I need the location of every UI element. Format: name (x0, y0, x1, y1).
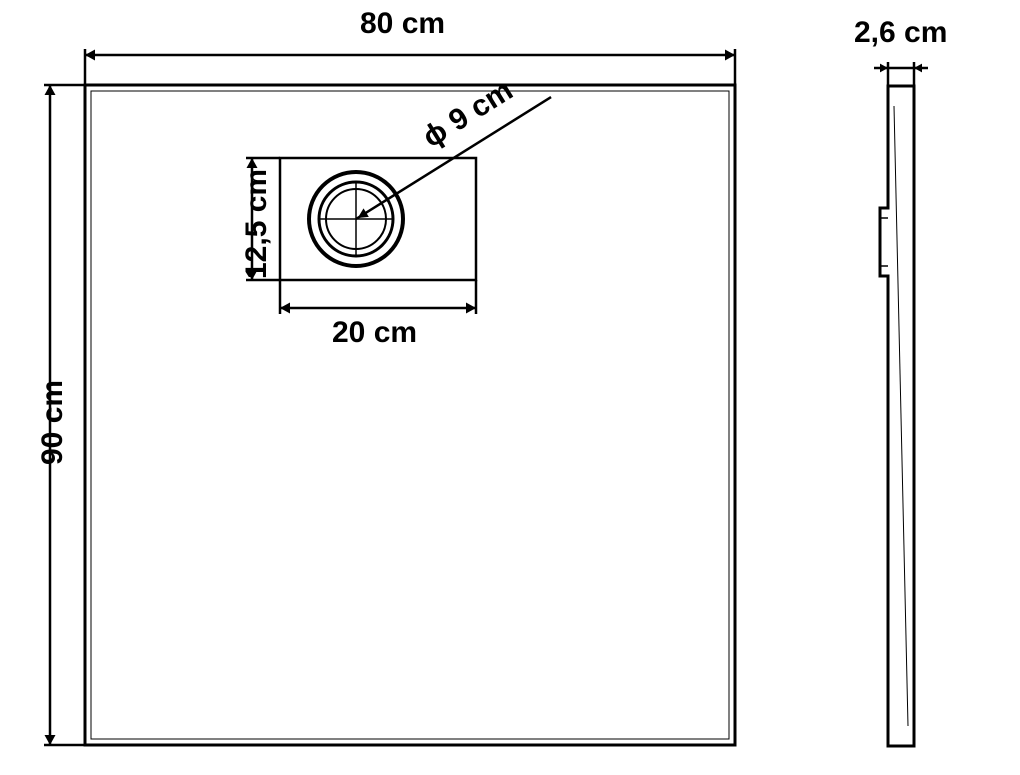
label-2-6cm: 2,6 cm (854, 16, 947, 50)
dimension-width-80cm (85, 49, 735, 85)
label-12-5cm: 12,5 cm (240, 169, 274, 279)
dimension-thickness-2-6cm (874, 62, 928, 86)
side-profile-view (880, 86, 914, 746)
label-20cm: 20 cm (332, 316, 417, 350)
technical-drawing (0, 0, 1020, 775)
label-90cm: 90 cm (36, 380, 70, 465)
dimension-insert-width-20cm (280, 280, 476, 314)
label-80cm: 80 cm (360, 7, 445, 41)
